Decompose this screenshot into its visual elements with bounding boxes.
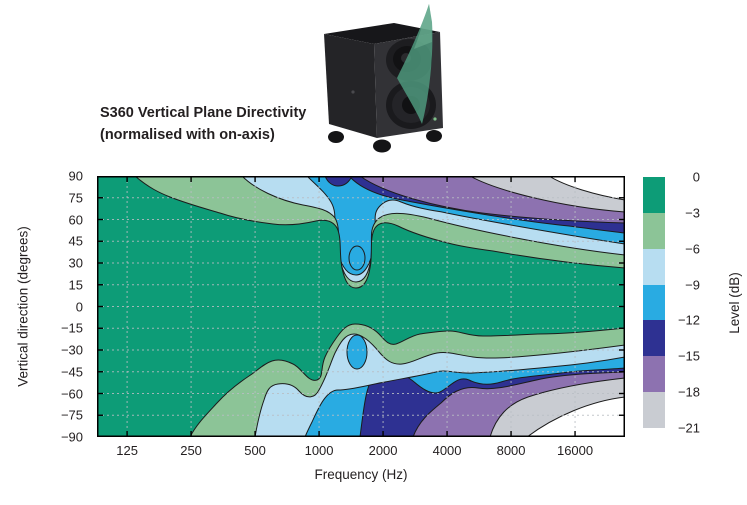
colorbar-title: Level (dB) bbox=[727, 272, 742, 334]
colorbar-level-label: 0 bbox=[692, 169, 700, 185]
colorbar-level-label: −6 bbox=[685, 241, 700, 257]
contour-notch-core bbox=[348, 245, 366, 271]
colorbar-level-label: −9 bbox=[685, 277, 700, 293]
colorbar bbox=[643, 177, 665, 428]
x-tick-label: 4000 bbox=[432, 443, 462, 458]
y-tick-label: 45 bbox=[68, 233, 83, 249]
y-tick-label: −30 bbox=[60, 342, 83, 358]
y-tick-label: 60 bbox=[68, 212, 83, 227]
colorbar-level-label: −15 bbox=[677, 348, 700, 364]
speaker-side-panel bbox=[324, 34, 377, 138]
colorbar-level-label: −21 bbox=[677, 420, 700, 436]
colorbar-segment bbox=[643, 248, 665, 285]
y-tick-label: 30 bbox=[68, 255, 83, 271]
x-tick-label: 500 bbox=[244, 443, 266, 458]
x-axis-title: Frequency (Hz) bbox=[314, 467, 408, 482]
colorbar-segment bbox=[643, 284, 665, 321]
chart-title-line2: (normalised with on-axis) bbox=[100, 127, 275, 144]
speaker-illustration bbox=[298, 2, 458, 154]
chart-title-line1: S360 Vertical Plane Directivity bbox=[100, 105, 307, 121]
speaker-foot bbox=[426, 130, 442, 142]
colorbar-segment bbox=[643, 356, 665, 393]
plot-border bbox=[97, 176, 625, 437]
power-led bbox=[433, 117, 437, 121]
y-tick-label: 0 bbox=[75, 299, 83, 314]
y-tick-label: 75 bbox=[68, 190, 83, 206]
contour-lobe-core bbox=[346, 334, 368, 370]
y-axis-tick-labels: 90 75 60 45 30 15 0 −15 −30 −45 −60 −75 −90 bbox=[0, 169, 90, 445]
y-tick-label: −90 bbox=[60, 429, 83, 445]
speaker-top-panel bbox=[324, 23, 440, 44]
chart-title: S360 Vertical Plane Directivity (normali… bbox=[100, 102, 306, 147]
y-tick-label: −60 bbox=[60, 386, 83, 401]
x-tick-label: 1000 bbox=[304, 443, 334, 458]
speaker-foot bbox=[373, 139, 391, 153]
colorbar-segment bbox=[643, 320, 665, 357]
x-axis-tick-labels: 125 250 500 1000 2000 4000 8000 16000 bbox=[97, 443, 625, 459]
contour-plot bbox=[97, 176, 625, 437]
x-tick-label: 250 bbox=[180, 443, 202, 458]
speaker-foot bbox=[328, 131, 344, 143]
side-hole bbox=[351, 90, 355, 94]
y-tick-label: 15 bbox=[68, 277, 83, 293]
y-axis-title: Vertical direction (degrees) bbox=[15, 226, 31, 387]
vertical-beam-fan-highlight bbox=[414, 4, 432, 49]
colorbar-segment bbox=[643, 212, 665, 249]
colorbar-segment bbox=[643, 177, 665, 213]
y-tick-label: −15 bbox=[60, 320, 83, 336]
y-tick-label: −45 bbox=[60, 364, 83, 380]
x-tick-label: 16000 bbox=[556, 443, 594, 458]
colorbar-level-label: −18 bbox=[677, 384, 700, 400]
colorbar-level-label: −12 bbox=[677, 312, 700, 328]
grid-lines bbox=[97, 176, 625, 437]
speaker-svg bbox=[324, 4, 443, 153]
colorbar-level-label: −3 bbox=[685, 205, 700, 221]
y-tick-label: −75 bbox=[60, 407, 83, 423]
y-tick-label: 90 bbox=[68, 168, 83, 184]
x-tick-label: 8000 bbox=[496, 443, 526, 458]
x-tick-label: 2000 bbox=[368, 443, 398, 458]
x-tick-label: 125 bbox=[116, 443, 138, 458]
colorbar-labels: 0 −3 −6 −9 −12 −15 −18 −21 bbox=[660, 170, 700, 436]
colorbar-segment bbox=[643, 392, 665, 428]
